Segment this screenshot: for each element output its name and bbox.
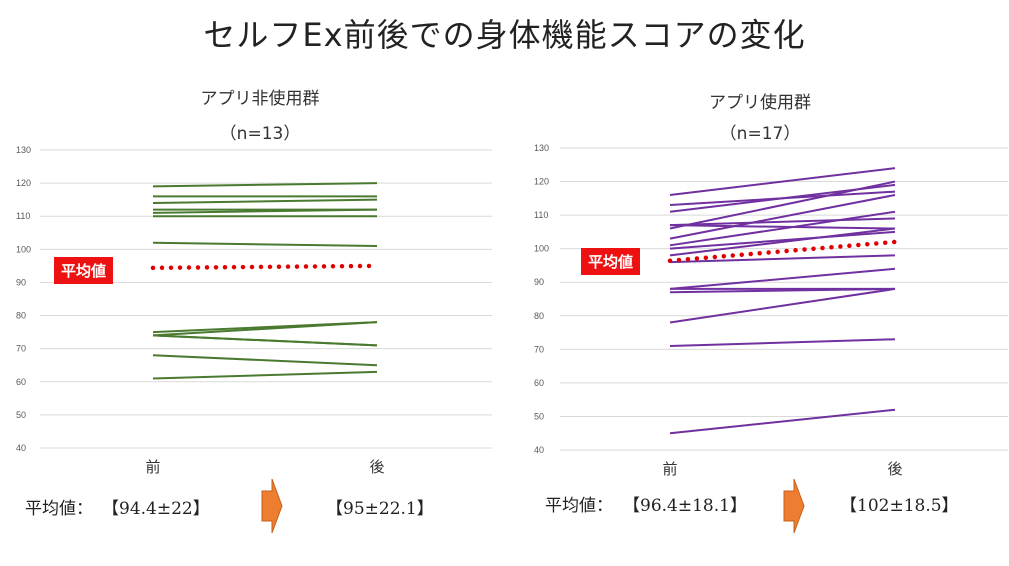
right-series-line (669, 210, 896, 247)
right-category-label: 後 (887, 460, 902, 478)
left-series-line (152, 334, 378, 347)
left-series-line (152, 321, 378, 337)
right-series-line (669, 408, 896, 435)
right-series-line (669, 338, 896, 347)
right-series-line (669, 267, 896, 290)
right-ytick-label: 70 (534, 344, 544, 354)
left-series-line (152, 208, 378, 214)
right-series-line (669, 230, 896, 250)
left-ytick-label: 90 (16, 277, 26, 287)
right-ytick-label: 40 (534, 445, 544, 455)
left-arrow-icon (261, 478, 283, 534)
right-series-line (669, 254, 896, 264)
left-category-label: 後 (369, 458, 384, 476)
left-ytick-label: 40 (16, 443, 26, 453)
right-series-line (669, 193, 896, 240)
left-series-line (152, 370, 378, 380)
right-summary-after: 【102±18.5】 (840, 496, 959, 516)
left-series-line (152, 241, 378, 248)
left-category-label: 前 (145, 458, 160, 476)
left-ytick-label: 60 (16, 377, 26, 387)
right-ytick-label: 110 (534, 210, 548, 220)
left-ytick-label: 110 (16, 211, 30, 221)
left-series-line (152, 198, 378, 204)
right-arrow-icon (783, 478, 805, 534)
right-series-line (669, 180, 896, 230)
right-series-line (669, 287, 896, 324)
left-ytick-label: 130 (16, 145, 31, 155)
right-category-label: 前 (662, 460, 677, 478)
right-summary-label: 平均値： (545, 496, 613, 516)
left-chart-title: アプリ非使用群 (200, 89, 320, 109)
right-average-line (667, 239, 898, 263)
right-chart-title: アプリ使用群 (709, 93, 811, 113)
left-ytick-label: 120 (16, 178, 31, 188)
left-chart-subtitle: （n=13） (219, 124, 301, 144)
right-summary-before: 【96.4±18.1】 (623, 496, 747, 516)
left-summary-after: 【95±22.1】 (326, 499, 434, 519)
right-series-line (669, 167, 896, 196)
left-summary-before: 【94.4±22】 (102, 499, 210, 519)
right-ytick-label: 100 (534, 244, 549, 254)
left-ytick-label: 50 (16, 410, 26, 420)
left-ytick-label: 100 (16, 244, 31, 254)
left-series-line (152, 354, 378, 367)
right-chart-subtitle: （n=17） (719, 124, 801, 144)
right-ytick-label: 50 (534, 411, 544, 421)
right-average-badge: 平均値 (581, 248, 641, 275)
left-average-line (150, 263, 380, 271)
left-summary-label: 平均値： (25, 499, 93, 519)
right-ytick-label: 60 (534, 378, 544, 388)
right-ytick-label: 120 (534, 177, 549, 187)
left-series-line (152, 182, 378, 188)
left-ytick-label: 70 (16, 344, 26, 354)
right-series-line (669, 217, 896, 227)
page-title: セルフEx前後での身体機能スコアの変化 (203, 16, 806, 54)
right-ytick-label: 130 (534, 143, 549, 153)
left-average-badge: 平均値 (54, 257, 114, 284)
right-series-line (669, 227, 896, 257)
right-ytick-label: 80 (534, 311, 544, 321)
right-ytick-label: 90 (534, 277, 544, 287)
right-series-line (669, 224, 896, 230)
left-ytick-label: 80 (16, 311, 26, 321)
